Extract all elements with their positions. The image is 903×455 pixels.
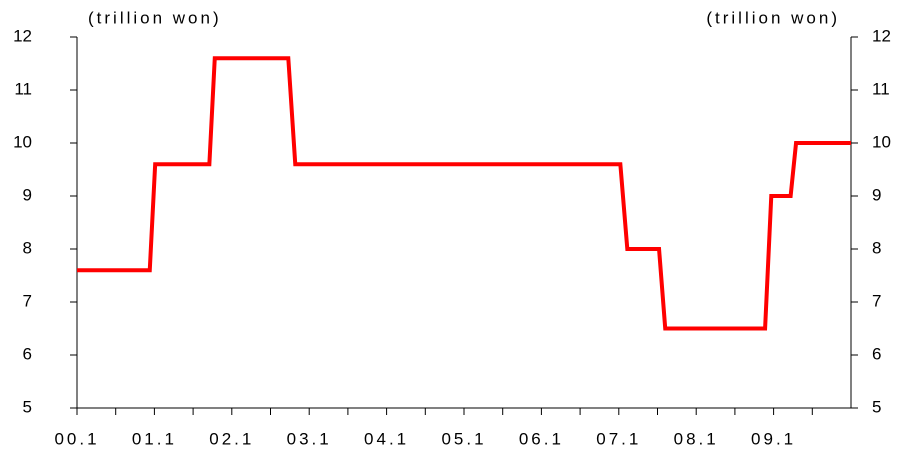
y-tick-label: 9: [23, 185, 32, 204]
y2-axis-label: (trillion won): [706, 8, 840, 27]
x-tick-label: 02.1: [209, 429, 254, 448]
y2-tick-label: 10: [872, 132, 891, 151]
x-tick-label: 07.1: [596, 429, 641, 448]
x-tick-label: 05.1: [441, 429, 486, 448]
y2-tick-label: 11: [872, 79, 890, 98]
y-axis-label: (trillion won): [88, 8, 222, 27]
data-line: [77, 56, 851, 331]
x-tick-label: 00.1: [54, 429, 99, 448]
y-tick-label: 10: [13, 132, 32, 151]
y-tick-label: 7: [23, 291, 32, 310]
x-tick-label: 01.1: [132, 429, 177, 448]
x-tick-label: 04.1: [364, 429, 409, 448]
y2-tick-label: 6: [872, 344, 881, 363]
x-tick-label: 09.1: [751, 429, 796, 448]
y-tick-label: 6: [23, 344, 32, 363]
y-tick-label: 8: [23, 238, 32, 257]
x-tick-label: 03.1: [287, 429, 332, 448]
x-tick-label: 06.1: [519, 429, 564, 448]
y-tick-label: 11: [14, 79, 32, 98]
y-tick-label: 12: [13, 26, 32, 45]
y2-tick-label: 5: [872, 397, 881, 416]
y-tick-label: 5: [23, 397, 32, 416]
y2-tick-label: 12: [872, 26, 891, 45]
y2-tick-label: 9: [872, 185, 881, 204]
x-tick-label: 08.1: [674, 429, 719, 448]
y2-tick-label: 8: [872, 238, 881, 257]
y2-tick-label: 7: [872, 291, 881, 310]
